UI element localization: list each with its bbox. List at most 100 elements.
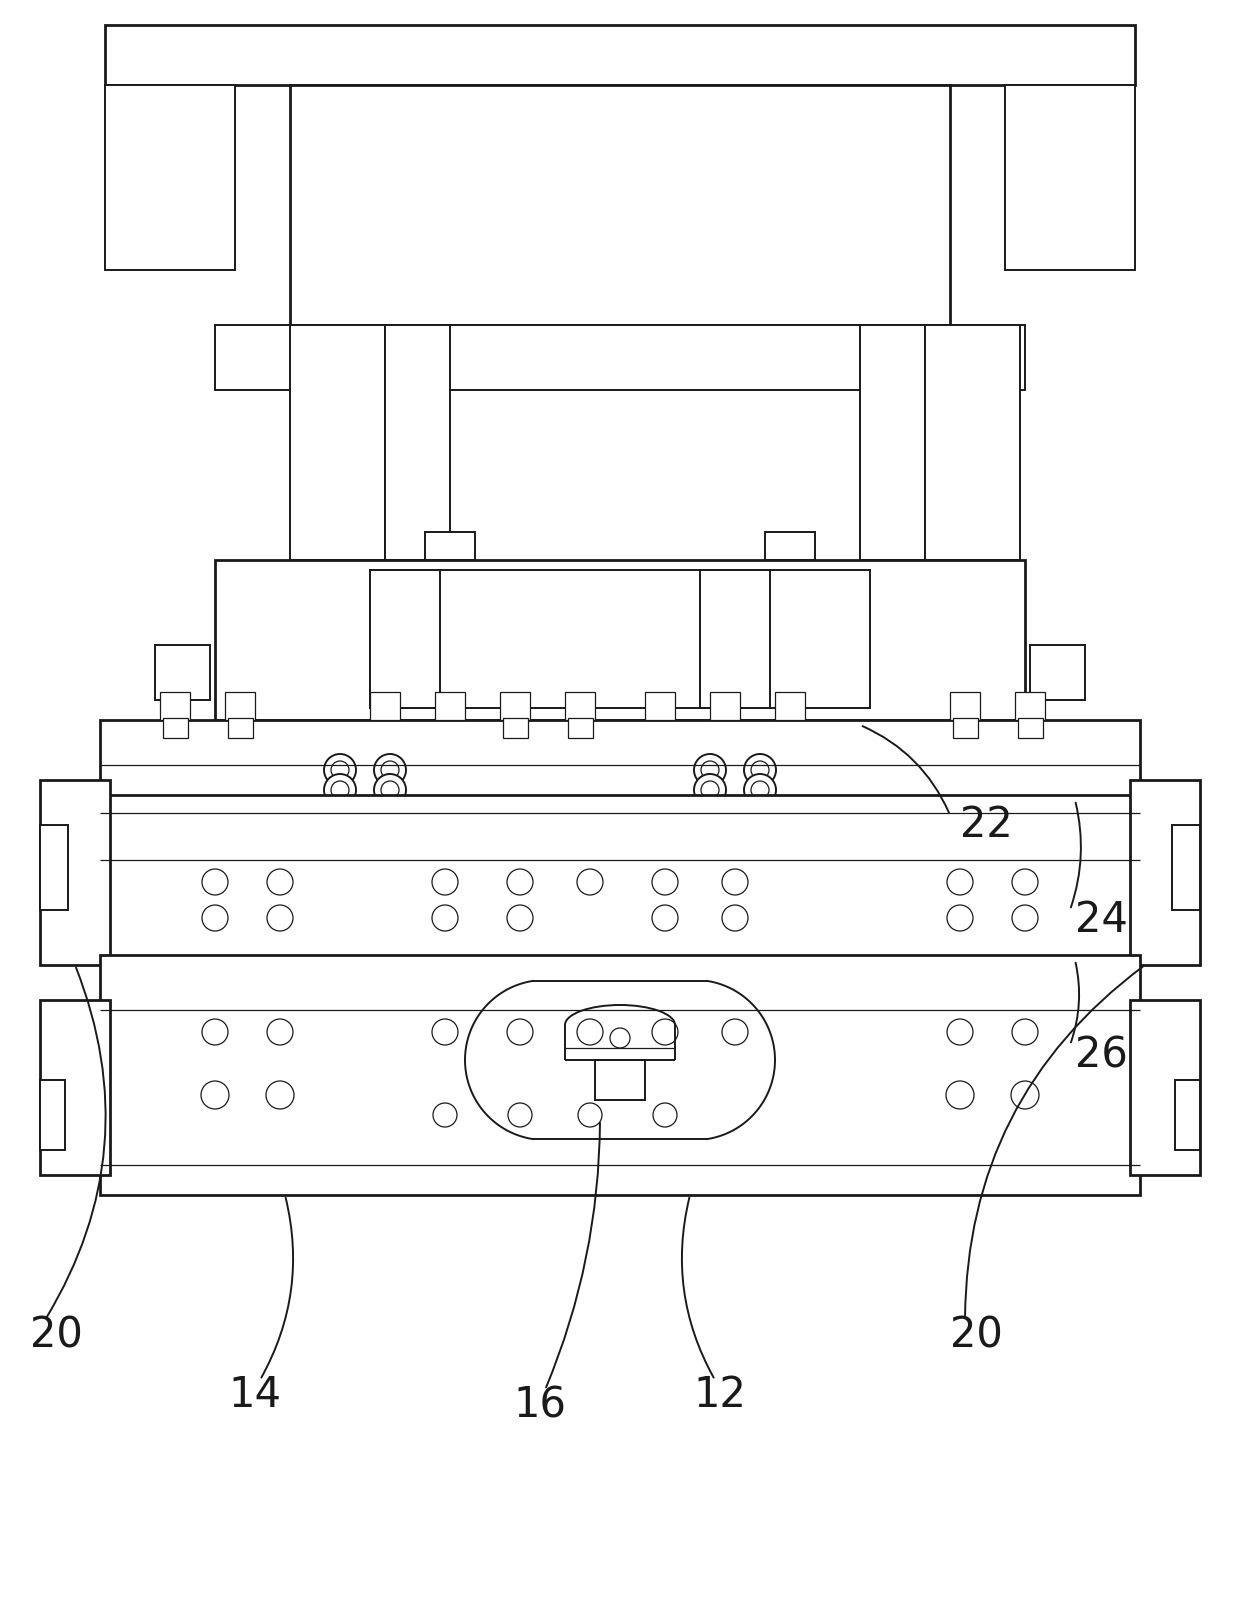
Bar bbox=[925, 326, 1021, 561]
Circle shape bbox=[701, 781, 719, 799]
Bar bbox=[1130, 779, 1200, 966]
Bar bbox=[645, 692, 675, 719]
Bar bbox=[40, 1081, 64, 1150]
Circle shape bbox=[331, 781, 348, 799]
Text: 16: 16 bbox=[513, 1383, 567, 1426]
Bar bbox=[105, 84, 236, 271]
Bar bbox=[215, 326, 1025, 390]
Bar bbox=[100, 719, 1140, 800]
Bar bbox=[105, 24, 1135, 84]
Bar bbox=[954, 718, 978, 739]
Circle shape bbox=[610, 1029, 630, 1048]
Bar bbox=[290, 84, 950, 326]
Circle shape bbox=[432, 868, 458, 894]
Circle shape bbox=[1011, 1081, 1039, 1110]
Circle shape bbox=[507, 1019, 533, 1045]
Text: 22: 22 bbox=[960, 804, 1013, 846]
Circle shape bbox=[1012, 906, 1038, 931]
Circle shape bbox=[722, 868, 748, 894]
Circle shape bbox=[577, 1019, 603, 1045]
Circle shape bbox=[331, 761, 348, 779]
Circle shape bbox=[701, 761, 719, 779]
Circle shape bbox=[947, 868, 973, 894]
Bar bbox=[100, 956, 1140, 1196]
Circle shape bbox=[433, 1103, 458, 1128]
Circle shape bbox=[744, 774, 776, 807]
Circle shape bbox=[374, 753, 405, 786]
Circle shape bbox=[751, 761, 769, 779]
Circle shape bbox=[374, 774, 405, 807]
Bar bbox=[1030, 645, 1085, 700]
Circle shape bbox=[947, 906, 973, 931]
Bar bbox=[40, 1000, 110, 1174]
Circle shape bbox=[947, 1019, 973, 1045]
Text: 12: 12 bbox=[693, 1374, 746, 1416]
Circle shape bbox=[267, 1019, 293, 1045]
Circle shape bbox=[324, 774, 356, 807]
Bar bbox=[1016, 692, 1045, 719]
Bar bbox=[500, 692, 529, 719]
Circle shape bbox=[653, 1103, 677, 1128]
Text: 14: 14 bbox=[228, 1374, 281, 1416]
Bar bbox=[701, 570, 770, 708]
Bar bbox=[565, 692, 595, 719]
Circle shape bbox=[751, 781, 769, 799]
Bar bbox=[1004, 84, 1135, 271]
Circle shape bbox=[722, 906, 748, 931]
Bar bbox=[100, 795, 1140, 961]
Bar bbox=[370, 692, 401, 719]
Bar bbox=[160, 692, 190, 719]
Circle shape bbox=[577, 868, 603, 894]
Bar bbox=[290, 326, 384, 561]
Text: 26: 26 bbox=[1075, 1034, 1128, 1076]
Bar bbox=[40, 825, 68, 910]
Bar bbox=[224, 692, 255, 719]
Bar bbox=[595, 1059, 645, 1100]
Bar bbox=[568, 718, 593, 739]
Circle shape bbox=[202, 1019, 228, 1045]
Bar bbox=[765, 531, 815, 561]
Circle shape bbox=[744, 753, 776, 786]
Bar bbox=[1172, 825, 1200, 910]
Circle shape bbox=[432, 906, 458, 931]
Bar bbox=[503, 718, 528, 739]
Circle shape bbox=[267, 1081, 294, 1110]
Bar bbox=[775, 692, 805, 719]
Circle shape bbox=[202, 868, 228, 894]
Bar bbox=[384, 326, 450, 561]
Circle shape bbox=[381, 761, 399, 779]
Circle shape bbox=[652, 1019, 678, 1045]
Bar bbox=[1018, 718, 1043, 739]
Circle shape bbox=[946, 1081, 973, 1110]
Bar bbox=[711, 692, 740, 719]
Bar bbox=[435, 692, 465, 719]
Circle shape bbox=[1012, 868, 1038, 894]
Circle shape bbox=[432, 1019, 458, 1045]
Bar bbox=[370, 570, 440, 708]
Circle shape bbox=[578, 1103, 601, 1128]
Circle shape bbox=[694, 774, 725, 807]
Circle shape bbox=[267, 868, 293, 894]
Bar bbox=[1176, 1081, 1200, 1150]
Circle shape bbox=[652, 906, 678, 931]
Circle shape bbox=[508, 1103, 532, 1128]
Circle shape bbox=[507, 868, 533, 894]
Text: 20: 20 bbox=[950, 1314, 1003, 1356]
Bar bbox=[861, 326, 925, 561]
Bar bbox=[215, 561, 1025, 719]
Bar bbox=[162, 718, 188, 739]
Bar bbox=[425, 531, 475, 561]
Circle shape bbox=[1012, 1019, 1038, 1045]
Bar bbox=[370, 570, 870, 708]
Bar bbox=[228, 718, 253, 739]
Bar bbox=[950, 692, 980, 719]
Circle shape bbox=[652, 868, 678, 894]
Circle shape bbox=[722, 1019, 748, 1045]
Circle shape bbox=[201, 1081, 229, 1110]
Bar bbox=[1130, 1000, 1200, 1174]
Bar bbox=[155, 645, 210, 700]
Circle shape bbox=[507, 906, 533, 931]
Circle shape bbox=[324, 753, 356, 786]
Circle shape bbox=[202, 906, 228, 931]
Circle shape bbox=[381, 781, 399, 799]
